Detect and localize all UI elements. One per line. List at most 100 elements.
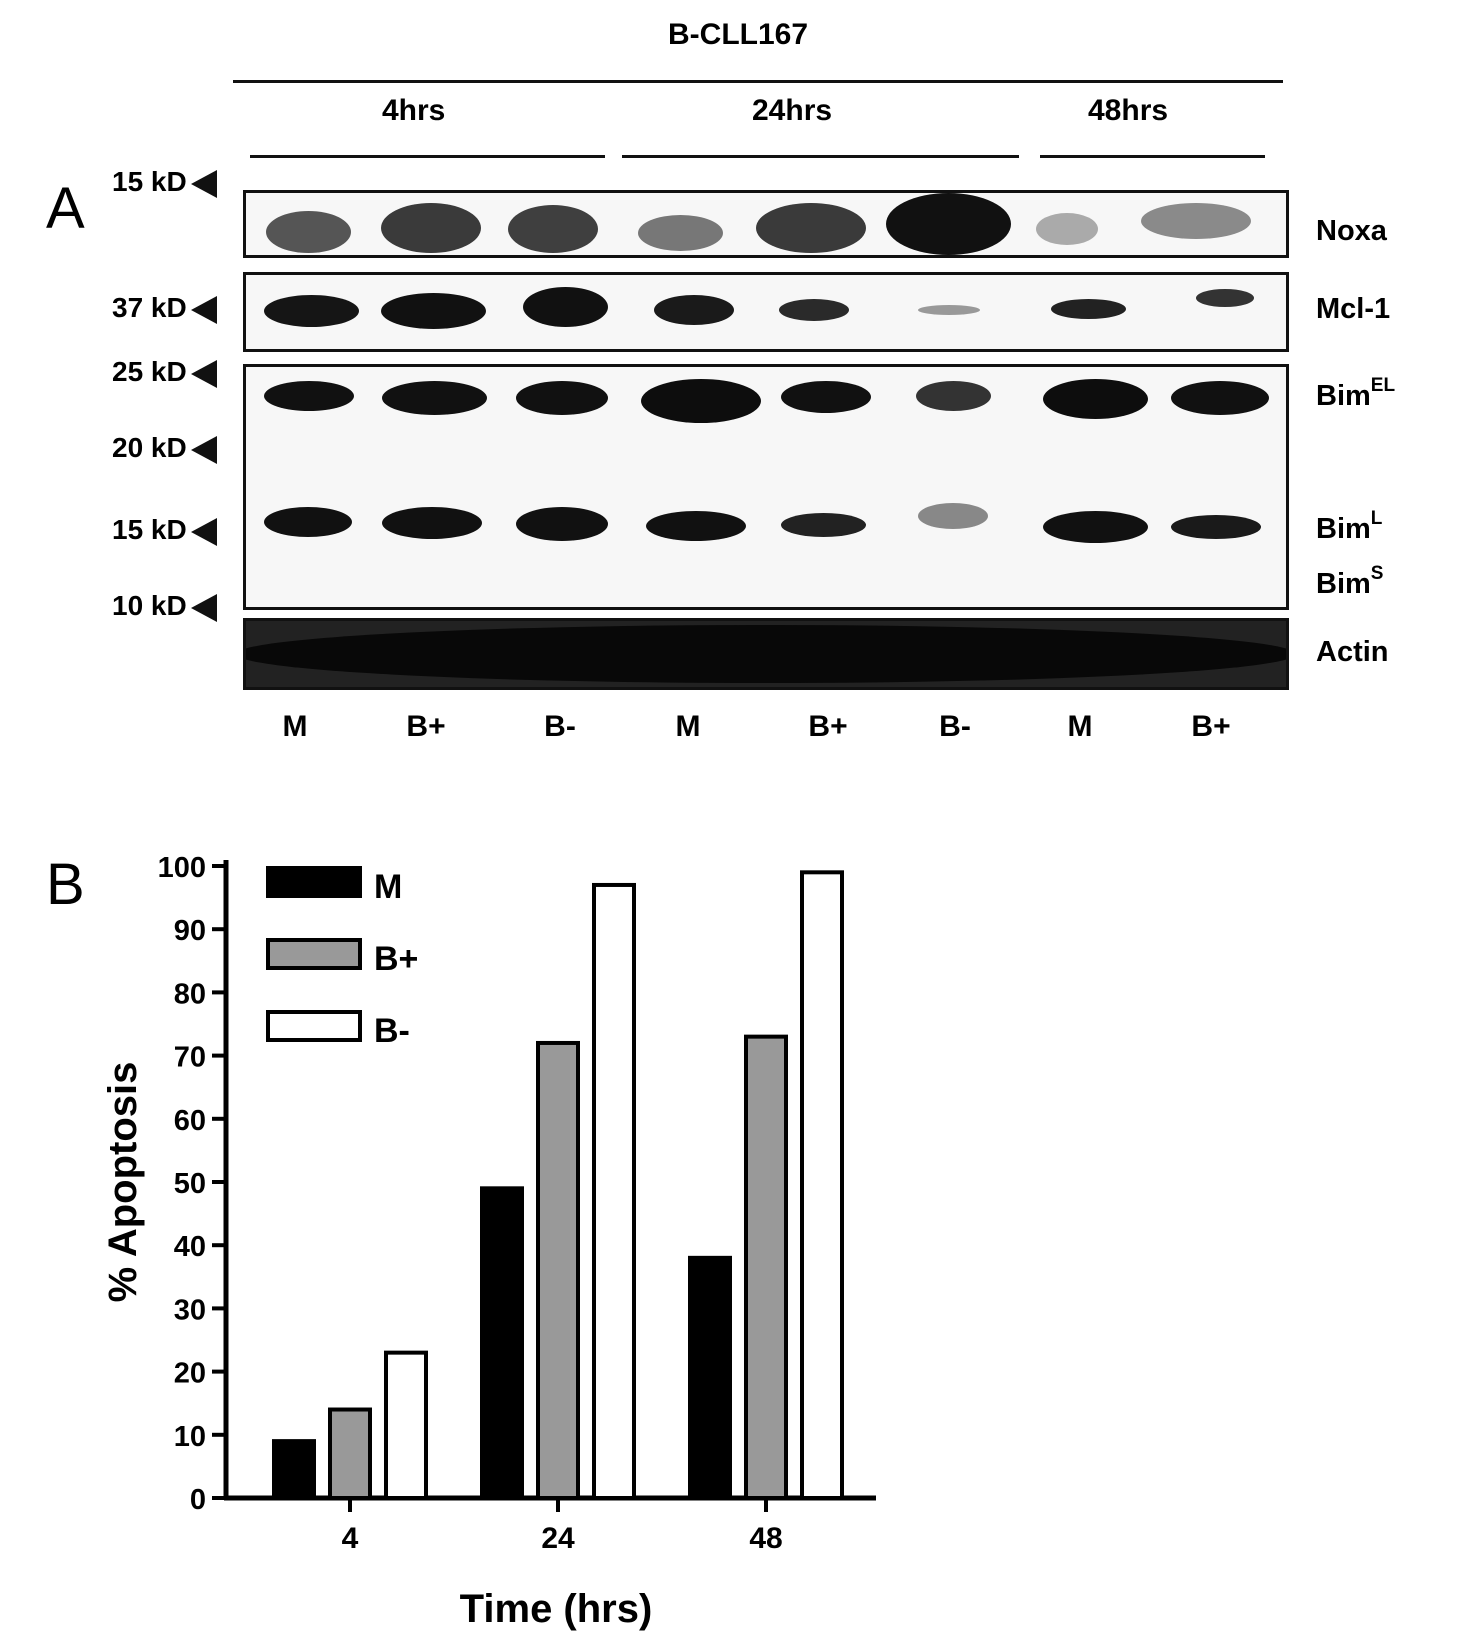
- marker-arrow-icon: [190, 435, 217, 464]
- rule-4hrs: [250, 155, 605, 158]
- band: [918, 503, 988, 529]
- timepoint-48hrs: 48hrs: [1088, 94, 1169, 127]
- marker-arrow-icon: [190, 517, 217, 546]
- band: [516, 381, 608, 415]
- band: [382, 507, 482, 539]
- band: [264, 295, 359, 327]
- blot-noxa: [243, 190, 1289, 258]
- marker-37kd: 37 kD: [112, 292, 217, 324]
- marker-arrow-icon: [190, 169, 217, 198]
- title-rule: [233, 80, 1283, 83]
- band: [516, 507, 608, 541]
- band: [266, 211, 351, 253]
- timepoint-4hrs: 4hrs: [382, 94, 446, 127]
- label-bim-l: BimL: [1316, 508, 1383, 545]
- band: [781, 513, 866, 537]
- bar-B--4: [384, 1350, 428, 1501]
- y-tick-label: 80: [174, 978, 206, 1010]
- y-tick-label: 0: [190, 1484, 206, 1516]
- y-tick-label: 40: [174, 1231, 206, 1263]
- marker-15kd: 15 kD: [112, 514, 217, 546]
- lane-label: M: [282, 710, 308, 743]
- band: [781, 381, 871, 413]
- lane-label: B+: [808, 710, 848, 743]
- x-tick-label: 4: [342, 1522, 359, 1555]
- label-mcl1: Mcl-1: [1316, 293, 1391, 325]
- rule-48hrs: [1040, 155, 1265, 158]
- band: [1171, 515, 1261, 539]
- bar-B--48: [800, 870, 844, 1500]
- band: [264, 381, 354, 411]
- band: [381, 293, 486, 329]
- lane-label: B-: [544, 710, 576, 743]
- label-actin: Actin: [1316, 636, 1389, 668]
- lane-label: B+: [1191, 710, 1231, 743]
- band: [381, 203, 481, 253]
- marker-15kd-top: 15 kD: [112, 166, 217, 198]
- band: [508, 205, 598, 253]
- band: [779, 299, 849, 321]
- marker-20kd: 20 kD: [112, 432, 217, 464]
- marker-10kd: 10 kD: [112, 590, 217, 622]
- legend-swatch-M: [266, 866, 362, 898]
- x-tick-label: 48: [749, 1522, 782, 1555]
- bar-M-48: [688, 1255, 732, 1500]
- band: [646, 511, 746, 541]
- bar-B--24: [592, 882, 636, 1500]
- lane-label: B-: [939, 710, 971, 743]
- y-tick-label: 20: [174, 1358, 206, 1390]
- band: [246, 625, 1286, 683]
- bar-B+-24: [536, 1040, 580, 1500]
- y-axis-title: % Apoptosis: [101, 1062, 145, 1303]
- band: [641, 379, 761, 423]
- blot-bim: [243, 364, 1289, 610]
- band: [1051, 299, 1126, 319]
- marker-arrow-icon: [190, 359, 217, 388]
- legend-label-B-: B-: [374, 1012, 410, 1050]
- bar-M-24: [480, 1186, 524, 1500]
- band: [1036, 213, 1098, 245]
- band: [1043, 511, 1148, 543]
- y-tick-label: 10: [174, 1421, 206, 1453]
- band: [1043, 379, 1148, 419]
- x-axis-title: Time (hrs): [460, 1587, 653, 1631]
- y-tick-label: 30: [174, 1294, 206, 1326]
- y-tick-label: 60: [174, 1105, 206, 1137]
- band: [382, 381, 487, 415]
- band: [886, 193, 1011, 255]
- marker-arrow-icon: [190, 295, 217, 324]
- marker-arrow-icon: [190, 593, 217, 622]
- y-tick-label: 100: [158, 852, 206, 884]
- bar-B+-4: [328, 1407, 372, 1501]
- blot-actin: [243, 618, 1289, 690]
- legend-label-M: M: [374, 868, 402, 906]
- timepoint-24hrs: 24hrs: [752, 94, 833, 127]
- label-bim-s: BimS: [1316, 563, 1384, 600]
- y-tick-label: 50: [174, 1168, 206, 1200]
- panel-a-title: B-CLL167: [668, 18, 809, 51]
- band: [654, 295, 734, 325]
- band: [916, 381, 991, 411]
- legend-swatch-B+: [266, 938, 362, 970]
- bar-B+-48: [744, 1034, 788, 1500]
- band: [1141, 203, 1251, 239]
- legend-swatch-B-: [266, 1010, 362, 1042]
- x-tick-label: 24: [541, 1522, 575, 1555]
- blot-mcl1: [243, 272, 1289, 352]
- lane-label: M: [1067, 710, 1093, 743]
- panel-b-letter: B: [46, 852, 85, 917]
- y-tick-label: 70: [174, 1042, 206, 1074]
- band: [638, 215, 723, 251]
- y-tick-label: 90: [174, 915, 206, 947]
- band: [1196, 289, 1254, 307]
- band: [523, 287, 608, 327]
- lane-label: B+: [406, 710, 446, 743]
- band: [264, 507, 352, 537]
- band: [1171, 381, 1269, 415]
- rule-24hrs: [622, 155, 1019, 158]
- label-bim-el: BimEL: [1316, 375, 1396, 412]
- marker-25kd: 25 kD: [112, 356, 217, 388]
- legend-label-B+: B+: [374, 940, 418, 978]
